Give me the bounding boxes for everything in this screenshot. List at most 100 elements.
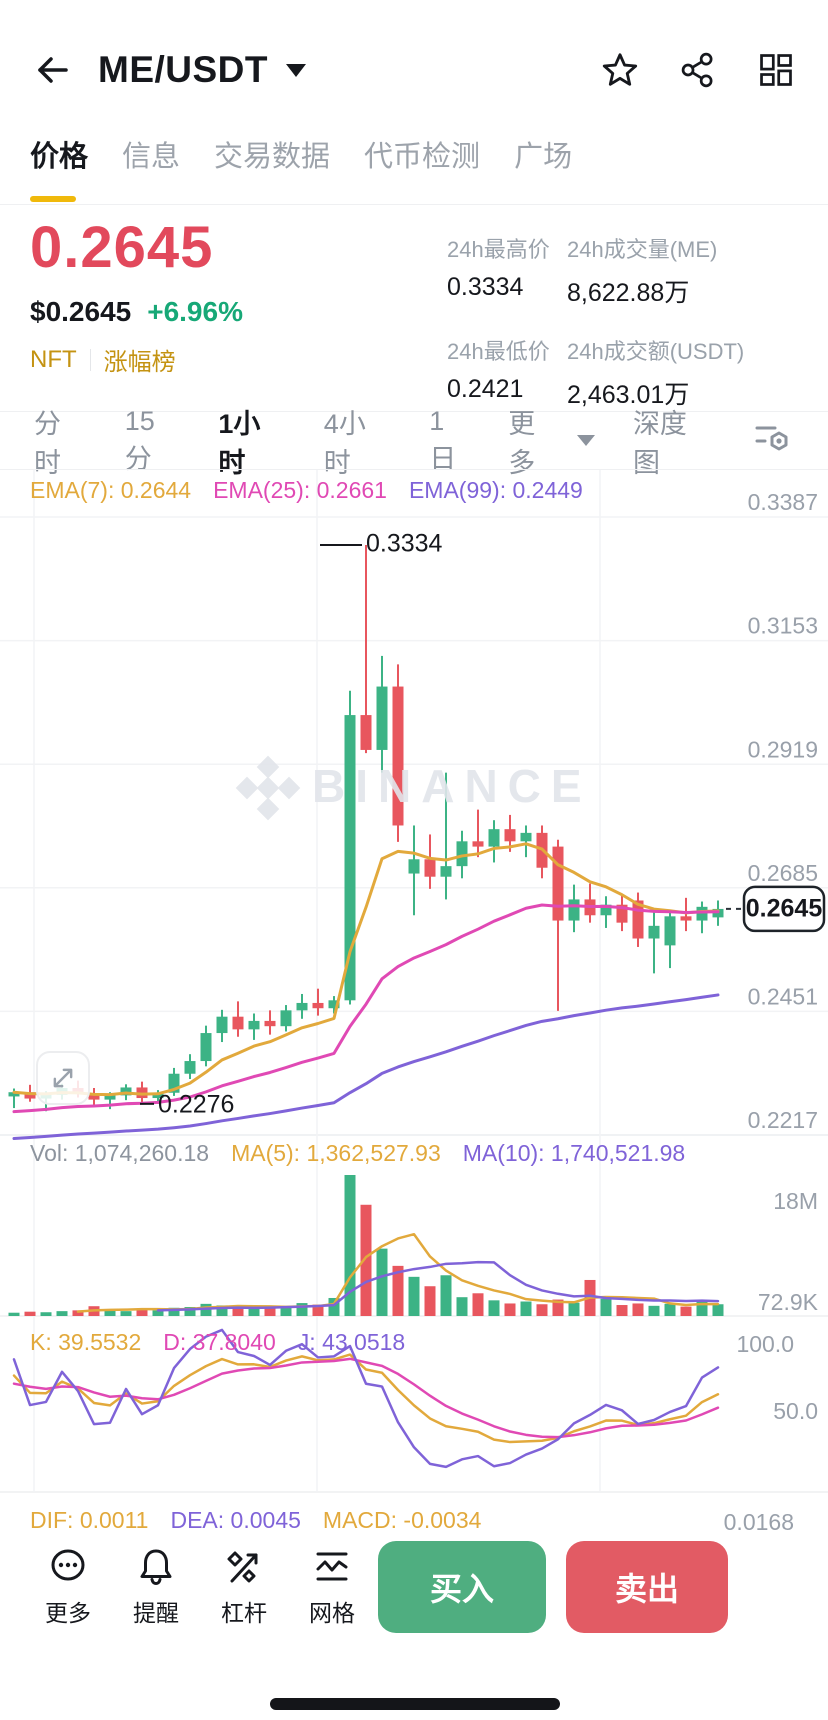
candle [696,906,708,921]
grid-icon [760,54,792,86]
candle [376,686,388,750]
interval-timeshare[interactable]: 分时 [34,408,61,478]
interval-1d[interactable]: 1日 [429,405,457,474]
volume-bar [232,1306,244,1316]
action-label: 网格 [309,1600,355,1626]
candle [472,841,484,847]
chart-top-divider [0,469,828,470]
candle [456,841,468,867]
candle [344,715,356,1001]
indicator-settings-button[interactable] [750,415,794,466]
more-button[interactable]: 更多 [24,1546,112,1656]
chevron-down-icon[interactable] [576,435,595,446]
action-label: 提醒 [133,1600,179,1626]
axis-label: 0.2217 [748,1107,818,1133]
last-price: 0.2645 [30,215,214,280]
nav-actions [598,48,798,92]
more-icon [51,1549,85,1581]
share-button[interactable] [676,48,720,92]
tab-token-check[interactable]: 代币检测 [364,141,481,173]
candle [488,829,500,847]
star-icon [602,53,638,86]
macd-dea-value: DEA: 0.0045 [170,1507,301,1533]
tab-price[interactable]: 价格 [30,141,89,173]
stat-value: 0.2421 [447,375,524,403]
interval-15m[interactable]: 15分 [124,405,155,474]
candle [568,899,580,921]
macd-axis-label: 0.0168 [723,1509,794,1535]
volume-bar [376,1248,388,1316]
stat-label: 24h最低价 [447,339,550,364]
axis-label: 0.3334 [366,530,443,558]
interval-1h[interactable]: 1小时 [218,408,261,478]
back-arrow-icon [38,57,68,83]
tab-info[interactable]: 信息 [122,141,181,173]
binance-watermark-icon: BINANCE [235,755,592,821]
pair-dropdown-caret-icon[interactable] [286,63,306,77]
axis-label: 0.2645 [746,895,823,923]
bell-icon [140,1549,172,1586]
price-chart[interactable]: BINANCE 0.3334 0.2276 0.2645 0.3387 0.3153 0.2… [0,470,828,1536]
candle [504,829,516,842]
kdj-d-value: D: 37.8040 [163,1329,276,1355]
grid-trading-button[interactable]: 网格 [288,1546,376,1656]
volume-bar [72,1310,84,1316]
candle [232,1016,244,1030]
candle [104,1095,116,1100]
sell-button[interactable]: 卖出 [566,1541,728,1633]
macd-legend: DIF: 0.0011 DEA: 0.0045 MACD: -0.0034 [30,1507,481,1534]
indicator-line [12,993,720,1141]
candle [184,1061,196,1074]
interval-4h[interactable]: 4小时 [323,408,366,478]
interval-more[interactable]: 更多 [508,408,536,478]
markets-grid-button[interactable] [754,48,798,92]
tag-gainers[interactable]: 涨幅榜 [103,349,176,376]
macd-dif-value: DIF: 0.0011 [30,1507,149,1533]
candle [88,1093,100,1100]
tag-nft[interactable]: NFT [30,345,77,373]
kdj-legend: K: 39.5532 D: 37.8040 J: 43.0518 [30,1329,405,1356]
stats-grid: 24h最高价 24h成交量(ME) 0.3334 8,622.88万 24h最低… [447,232,744,411]
volume-bar [648,1305,660,1316]
indicator-line [156,1260,720,1312]
buy-button[interactable]: 买入 [378,1541,546,1633]
volume-bar [264,1307,276,1316]
volume-bar [104,1309,116,1316]
tabs-divider [0,204,828,205]
alert-button[interactable]: 提醒 [112,1546,200,1656]
back-button[interactable] [30,48,74,92]
axis-label: 0.3153 [748,613,818,639]
volume-bar [424,1286,436,1316]
tab-square[interactable]: 广场 [514,141,573,173]
candle [8,1092,20,1097]
home-indicator [270,1698,560,1710]
stat-label: 24h成交量(ME) [567,237,718,262]
depth-chart-button[interactable]: 深度图 [632,408,687,478]
volume-bar [280,1306,292,1316]
action-label: 更多 [45,1600,91,1626]
intervals-top-divider [0,411,828,412]
current-price-box [742,885,826,933]
svg-text:BINANCE: BINANCE [312,760,592,812]
ema-legend: EMA(7): 0.2644 EMA(25): 0.2661 EMA(99): … [30,477,583,504]
tag-separator [89,348,91,371]
kdj-j-value: J: 43.0518 [297,1329,406,1355]
candle [648,925,660,939]
interval-bar: 分时 15分 1小时 4小时 1日 更多 深度图 [0,406,828,478]
volume-bar [216,1305,228,1316]
volume-bar [296,1303,308,1316]
macd-value: MACD: -0.0034 [322,1507,482,1533]
favorite-button[interactable] [598,48,642,92]
volume-bar [456,1297,468,1316]
candle [616,904,628,923]
candle [600,904,612,916]
pair-title[interactable]: ME/USDT [98,49,268,90]
price-sub-row: $0.2645 +6.96% [30,296,243,328]
expand-chart-button[interactable] [36,1051,90,1105]
stat-label: 24h最高价 [447,237,550,262]
leverage-button[interactable]: 杠杆 [200,1546,288,1656]
volume-bar [360,1204,372,1316]
volume-bar [568,1302,580,1316]
tab-trading-data[interactable]: 交易数据 [214,141,331,173]
volume-bar [616,1305,628,1316]
